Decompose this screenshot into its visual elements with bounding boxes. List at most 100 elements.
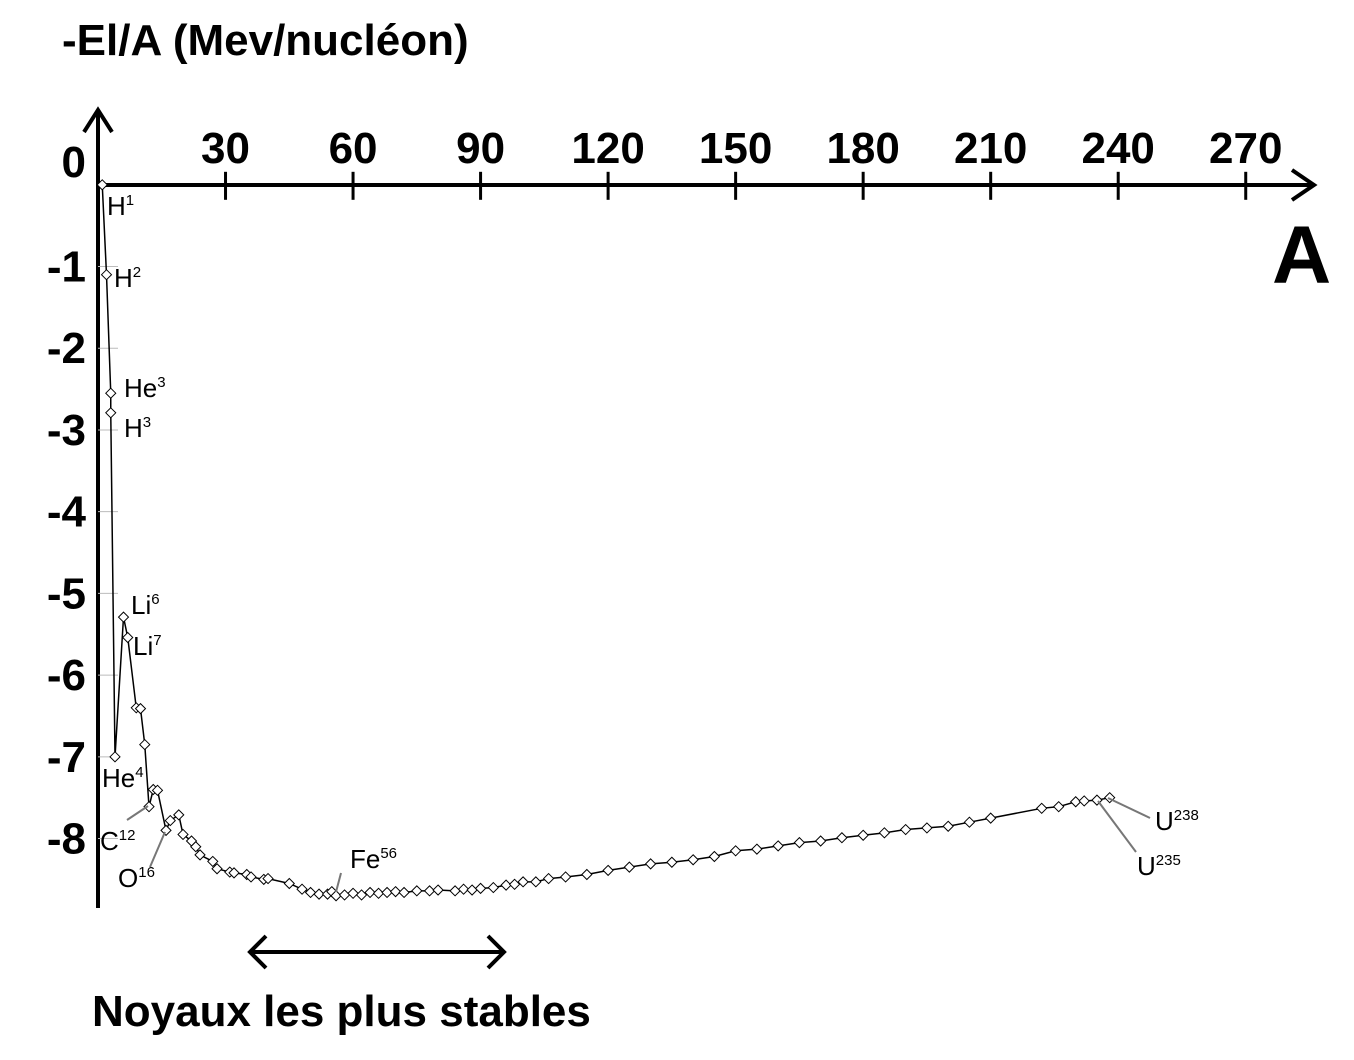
annotation: H3 <box>124 413 151 443</box>
annotation: Li6 <box>131 590 160 620</box>
data-point <box>942 820 954 832</box>
annotation: Fe56 <box>350 844 397 874</box>
annotation-name: He <box>124 373 157 403</box>
data-point <box>878 827 891 839</box>
data-point <box>105 387 117 399</box>
y-tick-label: -3 <box>47 406 86 455</box>
data-point <box>581 868 593 881</box>
data-point <box>160 824 172 837</box>
data-point <box>134 702 147 715</box>
data-point <box>381 886 393 899</box>
annotation: U235 <box>1137 851 1181 881</box>
data-point <box>296 883 308 895</box>
y-tick-label: -8 <box>47 815 86 864</box>
x-tick-label: 180 <box>826 124 899 173</box>
data-point <box>313 888 325 900</box>
annotation-leader <box>1107 797 1151 819</box>
annotation-mass: 7 <box>153 632 161 649</box>
annotation-mass: 238 <box>1174 807 1199 824</box>
data-point <box>423 885 436 897</box>
data-point <box>109 751 121 763</box>
annotation: H1 <box>107 191 134 221</box>
data-point <box>963 816 976 828</box>
x-tick-label: 270 <box>1209 124 1282 173</box>
data-point <box>1052 800 1065 813</box>
annotation: Li7 <box>133 631 162 661</box>
data-point <box>207 855 219 868</box>
data-point <box>228 867 240 879</box>
data-point <box>100 268 113 281</box>
annotation-mass: 3 <box>157 374 165 391</box>
annotation-mass: 6 <box>151 591 159 608</box>
annotation: O16 <box>118 863 155 893</box>
annotation-mass: 2 <box>133 264 141 281</box>
data-point <box>457 883 470 895</box>
data-point <box>602 864 614 877</box>
data-point <box>751 843 763 855</box>
data-point <box>304 886 317 899</box>
data-point <box>117 611 130 623</box>
annotation-name: O <box>118 863 138 893</box>
annotation-mass: 235 <box>1156 852 1181 869</box>
data-point <box>517 876 529 888</box>
data-point <box>542 872 555 885</box>
annotation-name: U <box>1155 806 1174 836</box>
x-axis-label: A <box>1272 210 1331 301</box>
data-point <box>194 849 206 861</box>
data-point <box>559 871 572 883</box>
x-tick-label: 60 <box>329 124 378 173</box>
data-point <box>899 823 912 836</box>
annotation-name: H <box>124 413 143 443</box>
annotation-mass: 12 <box>119 827 136 844</box>
y-tick-label: -7 <box>47 733 86 782</box>
y-tick-label: -6 <box>47 651 86 700</box>
data-point <box>411 885 423 897</box>
data-point <box>432 884 444 896</box>
annotation-mass: 4 <box>135 764 143 781</box>
chart-title: -El/A (Mev/nucléon) <box>62 16 469 65</box>
x-tick-label: 210 <box>954 124 1027 173</box>
annotation-name: Li <box>131 590 151 620</box>
data-point <box>143 800 155 813</box>
data-point <box>262 872 274 885</box>
data-point <box>283 877 295 890</box>
data-point <box>122 631 134 644</box>
data-point <box>330 890 342 902</box>
y-tick-label: -4 <box>47 488 87 537</box>
data-point <box>177 828 189 841</box>
data-point <box>211 863 223 875</box>
annotation-name: He <box>102 763 135 793</box>
data-point <box>1035 802 1048 815</box>
data-point <box>364 886 376 899</box>
x-tick-label: 90 <box>456 124 505 173</box>
data-point <box>487 881 500 894</box>
annotation-name: H <box>107 191 126 221</box>
annotation-leader <box>149 831 166 868</box>
data-point <box>530 876 542 888</box>
annotation-name: Fe <box>350 844 380 874</box>
x-tick-label: 30 <box>201 124 250 173</box>
data-point <box>500 879 512 891</box>
data-point <box>666 856 678 868</box>
data-point <box>623 861 636 873</box>
data-point <box>1078 795 1090 807</box>
annotation-name: H <box>114 263 133 293</box>
data-point <box>372 887 385 899</box>
y-tick-label: 0 <box>62 138 86 187</box>
annotation-mass: 56 <box>380 845 397 862</box>
data-line <box>101 184 1110 897</box>
data-point <box>347 887 359 899</box>
annotation: He3 <box>124 373 166 403</box>
annotation-mass: 3 <box>143 414 151 431</box>
y-tick-label: -5 <box>47 569 86 618</box>
data-point <box>508 878 521 891</box>
annotation-leader <box>126 805 149 821</box>
data-point <box>729 845 742 857</box>
data-point <box>389 885 402 898</box>
data-point <box>190 841 202 853</box>
data-point <box>245 871 257 883</box>
data-point <box>708 850 721 863</box>
data-point <box>1069 796 1082 808</box>
data-point <box>164 814 176 827</box>
